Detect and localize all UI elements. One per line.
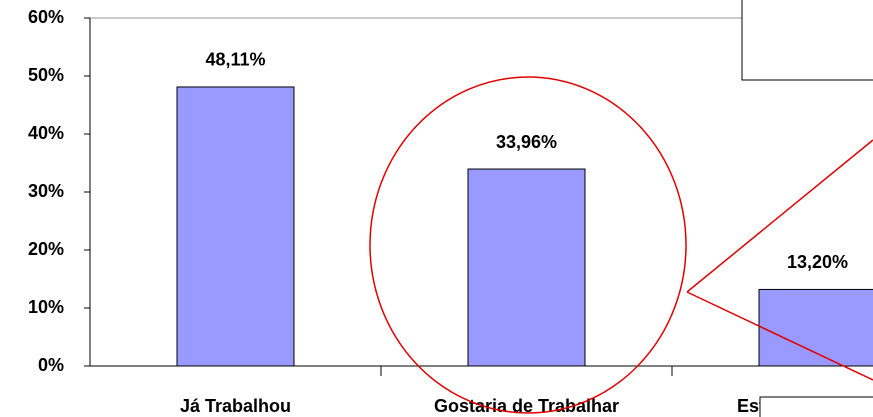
- data-label: 33,96%: [496, 132, 557, 152]
- callout-line: [686, 291, 873, 381]
- callout-line: [686, 139, 873, 293]
- bar: [758, 288, 873, 367]
- y-tick-label: 0%: [38, 355, 64, 375]
- x-tick-label: Gostaria de Trabalhar: [434, 396, 619, 416]
- callout-box: [741, 0, 873, 81]
- y-tick-label: 40%: [28, 123, 64, 143]
- bar: [176, 86, 295, 367]
- bar: [467, 168, 586, 367]
- callout-box: [759, 396, 873, 417]
- overlay: [369, 0, 873, 417]
- highlight-ellipse: [369, 76, 687, 414]
- data-label: 48,11%: [205, 50, 265, 70]
- y-tick-label: 60%: [28, 7, 64, 27]
- y-tick-label: 10%: [28, 297, 64, 317]
- x-tick-label: Já Trabalhou: [180, 396, 291, 416]
- y-tick-label: 50%: [28, 65, 64, 85]
- y-tick-label: 20%: [28, 239, 64, 259]
- y-tick-label: 30%: [28, 181, 64, 201]
- data-label: 13,20%: [787, 252, 848, 272]
